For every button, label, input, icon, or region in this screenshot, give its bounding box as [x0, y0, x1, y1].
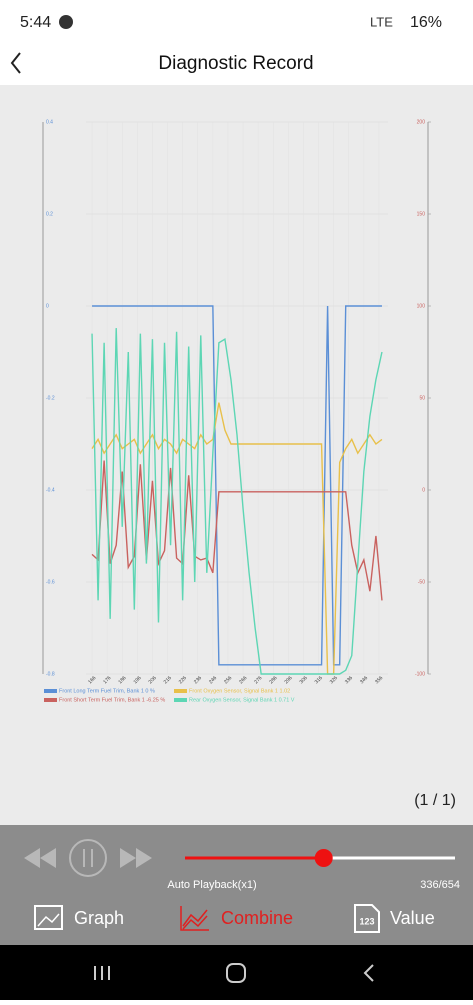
x-tick-label: 166: [87, 675, 97, 685]
legend-label: Rear Oxygen Sensor, Signal Bank 1 0.71 V: [189, 697, 295, 703]
x-tick-label: 186: [117, 675, 127, 685]
legend-label: Front Short Term Fuel Trim, Bank 1 -6.25…: [59, 697, 165, 703]
y2-tick-label: 50: [419, 395, 425, 401]
y2-tick-label: -50: [418, 579, 425, 585]
slider[interactable]: [185, 849, 455, 867]
series-line: [91, 328, 383, 675]
tab-label: Value: [390, 908, 435, 928]
playback-mode: Auto Playback(x1): [167, 879, 256, 891]
tab-label: Graph: [74, 908, 124, 928]
tab-value[interactable]: 123 Value: [354, 904, 435, 933]
y-tick-label: -0.6: [46, 579, 55, 585]
control-panel: [0, 825, 473, 945]
playback-progress: 336/654: [420, 879, 460, 891]
y-tick-label: -0.2: [46, 395, 55, 401]
x-tick-label: 236: [193, 675, 203, 685]
tab-label: Combine: [221, 908, 293, 928]
x-tick-label: 306: [299, 675, 309, 685]
y-tick-label: 0.2: [46, 211, 53, 217]
x-tick-label: 296: [284, 675, 294, 685]
y2-tick-label: 0: [422, 487, 425, 493]
legend-swatch: [174, 689, 187, 693]
x-tick-label: 176: [102, 675, 112, 685]
status-battery: 16%: [410, 14, 442, 31]
slider-thumb: [314, 849, 333, 867]
back-button[interactable]: [10, 52, 21, 74]
x-tick-label: 196: [133, 675, 143, 685]
value-icon-text: 123: [359, 916, 374, 926]
x-tick-label: 286: [268, 675, 278, 685]
x-tick-label: 266: [238, 675, 248, 685]
x-tick-label: 216: [163, 675, 173, 685]
y-tick-label: 0: [46, 303, 49, 309]
legend-swatch: [44, 698, 57, 702]
pause-button[interactable]: [69, 839, 107, 877]
top-bar: [0, 0, 473, 85]
page-indicator: (1 / 1): [414, 792, 456, 809]
x-tick-label: 206: [148, 675, 158, 685]
forward-button[interactable]: [120, 848, 152, 868]
pause-icon: [83, 849, 93, 867]
chart: 0.4 0.2 0 -0.2 -0.4 -0.6 -0.8 200 150 100 50 0 -50 -1…: [42, 119, 431, 703]
nav-bar: [0, 945, 473, 1000]
nav-back[interactable]: [363, 964, 374, 982]
page-title: Diagnostic Record: [158, 53, 313, 74]
x-tick-label: 316: [314, 675, 324, 685]
nav-home[interactable]: [226, 963, 246, 983]
chart-area: [0, 85, 473, 825]
legend-label: Front Long Term Fuel Trim, Bank 1 0 %: [59, 688, 155, 694]
y2-tick-label: 200: [417, 119, 426, 125]
y2-tick-label: 100: [417, 303, 426, 309]
y2-tick-label: 150: [417, 211, 426, 217]
y2-tick-label: -100: [415, 671, 425, 677]
tab-graph[interactable]: Graph: [34, 905, 124, 930]
x-tick-label: 256: [223, 675, 233, 685]
series-line: [91, 460, 383, 601]
x-tick-label: 246: [208, 675, 218, 685]
x-tick-label: 226: [178, 675, 188, 685]
value-icon: [354, 904, 380, 933]
legend-swatch: [44, 689, 57, 693]
tab-combine[interactable]: Combine: [180, 906, 293, 931]
status-icon: [59, 15, 73, 29]
graph-icon-line: [37, 913, 60, 927]
legend-swatch: [174, 698, 187, 702]
nav-recent[interactable]: [94, 966, 110, 980]
legend-label: Front Oxygen Sensor, Signal Bank 1 1.02: [189, 688, 290, 694]
graph-icon: [34, 905, 63, 930]
y-tick-label: -0.8: [46, 671, 55, 677]
y-tick-label: -0.4: [46, 487, 55, 493]
rewind-button[interactable]: [24, 848, 56, 868]
y-tick-label: 0.4: [46, 119, 53, 125]
status-time: 5:44: [20, 14, 51, 31]
combine-icon: [180, 906, 209, 931]
x-tick-label: 326: [329, 675, 339, 685]
x-tick-label: 346: [359, 675, 369, 685]
x-tick-label: 276: [253, 675, 263, 685]
x-tick-label: 356: [374, 675, 384, 685]
x-tick-label: 336: [344, 675, 354, 685]
status-network: LTE: [370, 14, 393, 29]
